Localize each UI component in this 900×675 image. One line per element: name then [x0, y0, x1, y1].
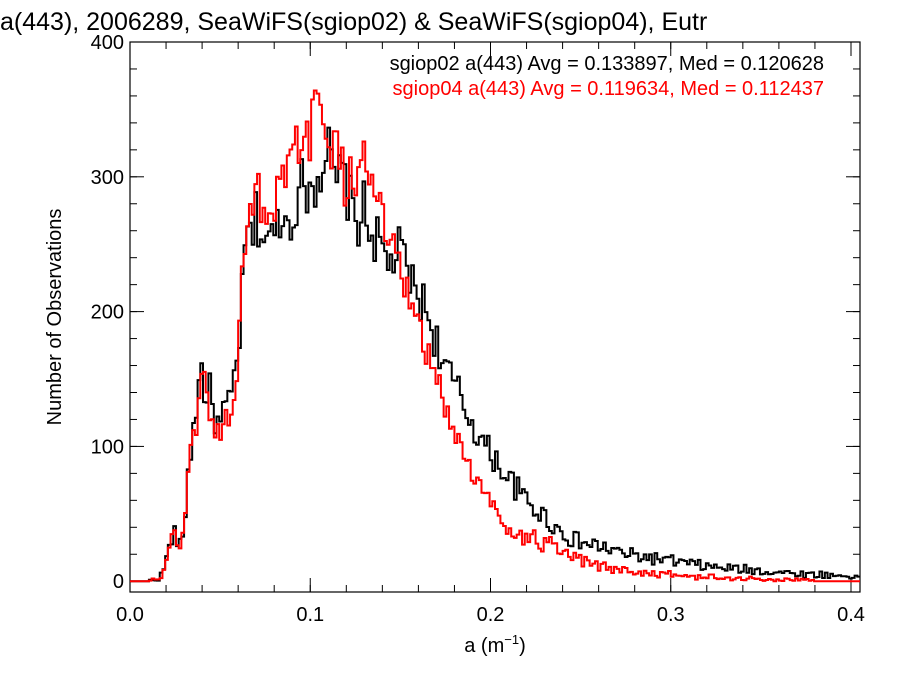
- histogram-series-line: [130, 126, 860, 583]
- y-axis-ticks: 0 100 200 300 400: [91, 32, 860, 593]
- x-axis-ticks: 0.0 0.1 0.2 0.3 0.4: [116, 42, 865, 626]
- x-tick-label: 0.3: [657, 604, 685, 626]
- x-tick-label: 0.0: [116, 604, 144, 626]
- histogram-series-line: [130, 89, 860, 583]
- x-axis-label-close: ): [519, 635, 526, 657]
- y-tick-label: 200: [91, 302, 124, 324]
- legend-entry-sgiop04: sgiop04 a(443) Avg = 0.119634, Med = 0.1…: [393, 78, 824, 100]
- x-axis-label: a (m−1): [464, 632, 526, 657]
- plot-frame: [129, 41, 861, 593]
- x-tick-label: 0.2: [477, 604, 505, 626]
- x-axis-label-base: a (m: [464, 635, 504, 657]
- chart-title: a(443), 2006289, SeaWiFS(sgiop02) & SeaW…: [0, 8, 707, 36]
- x-axis-label-superscript: −1: [504, 632, 519, 647]
- legend-entry-sgiop02: sgiop02 a(443) Avg = 0.133897, Med = 0.1…: [390, 53, 824, 75]
- y-axis-label: Number of Observations: [44, 209, 66, 426]
- x-tick-label: 0.1: [296, 604, 324, 626]
- y-tick-label: 300: [91, 167, 124, 189]
- y-tick-label: 100: [91, 436, 124, 458]
- x-tick-label: 0.4: [837, 604, 865, 626]
- y-tick-label: 0: [113, 571, 124, 593]
- series-layer: [130, 89, 860, 583]
- y-tick-label: 400: [91, 32, 124, 54]
